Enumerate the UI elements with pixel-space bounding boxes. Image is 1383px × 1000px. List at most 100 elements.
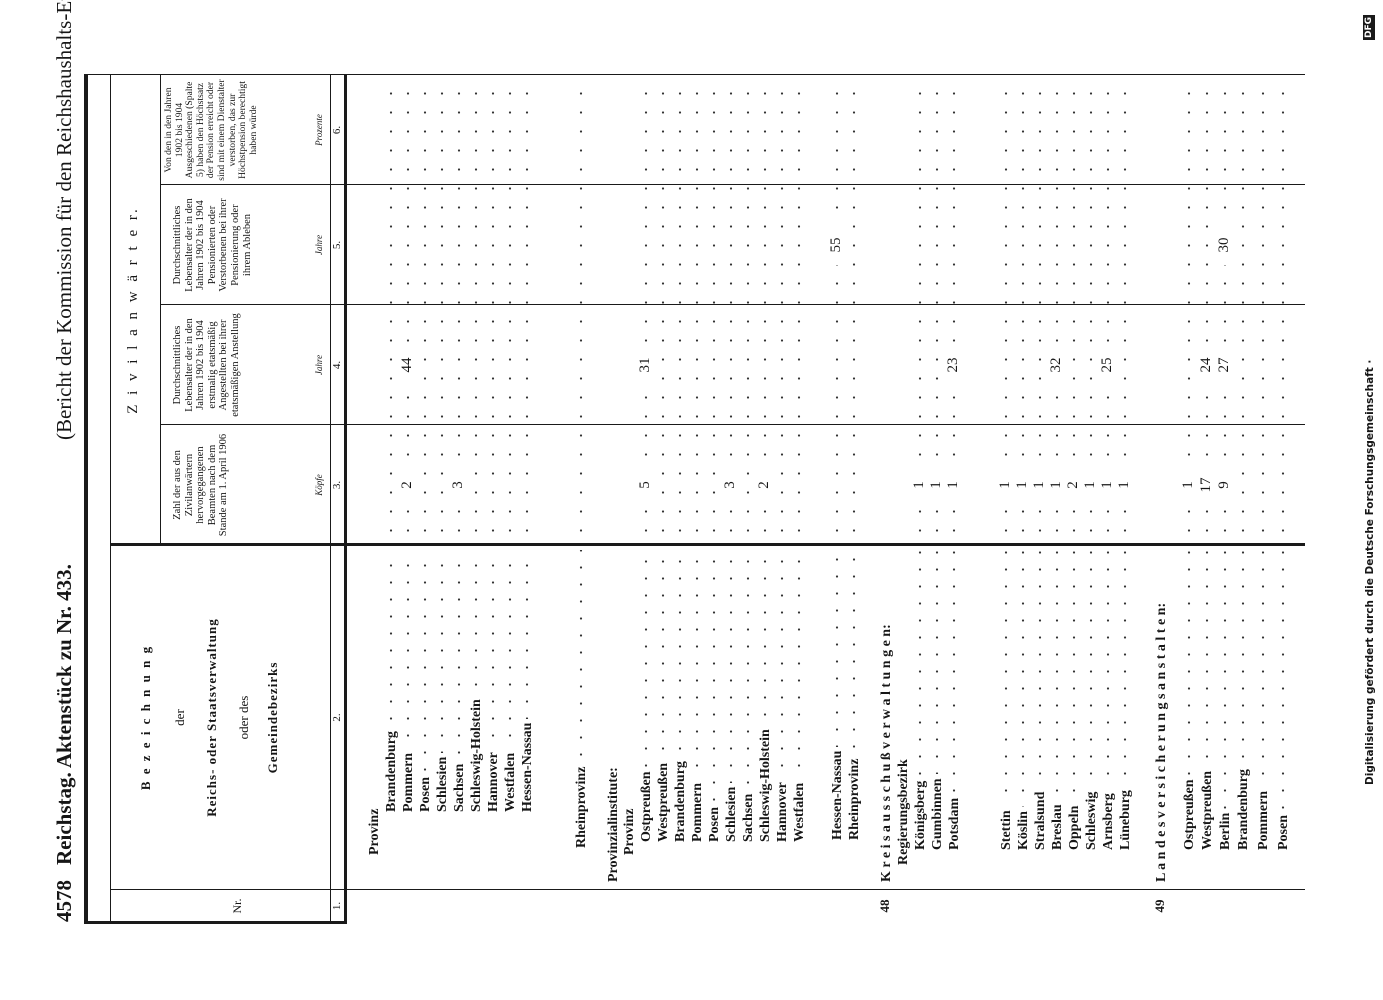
label: Regierungsbezirk	[896, 755, 911, 865]
dot-leader	[572, 80, 588, 540]
row-label: Hessen-Nassau	[518, 550, 535, 812]
dot-leader	[773, 80, 789, 540]
label: Gumbinnen	[930, 774, 945, 850]
logo: DFG	[1363, 14, 1375, 40]
dot-leader	[433, 80, 449, 540]
title: Reichstag. Aktenstück zu Nr. 433.	[52, 564, 76, 865]
label: Arnsberg	[1101, 789, 1116, 850]
dot-leader	[1234, 80, 1250, 540]
cell-value: 1	[1031, 465, 1047, 505]
row-label: L a n d e s v e r s i c h e r u n g s a …	[1152, 550, 1169, 882]
dot-leader	[501, 80, 517, 540]
cell-value: 32	[1048, 345, 1064, 385]
row-number: 48	[877, 899, 892, 913]
header-designation: oder des	[236, 695, 251, 740]
cell-value: 1	[1180, 465, 1196, 505]
label: Posen	[418, 773, 433, 812]
column-number: 1.	[331, 901, 343, 911]
cell-value: 1	[928, 465, 944, 505]
dot-leader	[467, 80, 483, 540]
cell-value: 55	[828, 225, 844, 265]
row-label: Arnsberg	[1099, 550, 1116, 850]
column-number: 4.	[331, 360, 343, 370]
cell-value: 2	[1065, 465, 1081, 505]
cell-value: 30	[1216, 225, 1232, 265]
dot-leader	[705, 80, 721, 540]
label: Hannover	[486, 748, 501, 812]
unit: Köpfe	[314, 474, 324, 496]
header-designation: der	[172, 709, 187, 726]
rule	[84, 921, 344, 924]
header-designation: B e z e i c h n u n g	[138, 644, 153, 791]
row-label: Hessen-Nassau	[828, 550, 845, 840]
row-label: Rheinprovinz	[572, 550, 589, 848]
row-label: Sachsen	[739, 550, 756, 842]
header-entry-age: Durchschnittliches Lebensalter der in de…	[172, 313, 241, 417]
rule	[84, 74, 88, 924]
row-label: Berlin	[1216, 550, 1233, 850]
label: Westfalen	[792, 778, 807, 842]
row-label: Regierungsbezirk	[894, 550, 911, 865]
column-number: 5.	[331, 240, 343, 250]
subtitle: (Bericht der Kommission für den Reichsha…	[52, 0, 76, 440]
row-label: Brandenburg	[671, 550, 688, 842]
dot-leader	[484, 80, 500, 540]
label: Hessen-Nassau	[830, 746, 845, 840]
row-label: Gumbinnen	[928, 550, 945, 850]
cell-value: 2	[756, 465, 772, 505]
cell-value: 1	[1082, 465, 1098, 505]
label: Lüneburg	[1118, 786, 1133, 850]
cell-value: 1	[997, 465, 1013, 505]
cell-value: 2	[399, 465, 415, 505]
label: Westpreußen	[656, 758, 671, 842]
row-label: Westfalen	[501, 550, 518, 812]
label: Breslau	[1050, 800, 1065, 850]
label: Ostpreußen	[1182, 775, 1197, 850]
row-label: Posen	[416, 550, 433, 812]
column-number: 6.	[331, 125, 343, 135]
row-label: Oppeln	[1065, 550, 1082, 850]
rule	[344, 74, 347, 924]
cell-value: 1	[1014, 465, 1030, 505]
label: Rheinprovinz	[847, 754, 862, 840]
header-group: Z i v i l a n w ä r t e r.	[125, 206, 141, 414]
cell-value: 25	[1099, 345, 1115, 385]
row-label: Potsdam	[945, 550, 962, 850]
row-label: Brandenburg	[1234, 550, 1251, 850]
unit: Jahre	[314, 234, 324, 256]
row-label: Posen	[1274, 550, 1291, 850]
label: Hannover	[775, 778, 790, 842]
cell-value: 44	[399, 345, 415, 385]
header-nr: Nr.	[230, 898, 244, 914]
label: Schleswig-Holstein	[758, 725, 773, 842]
label: Brandenburg	[384, 727, 399, 812]
header-count: Zahl der aus den Zivilanwärtern hervorge…	[172, 433, 230, 537]
row-label: Rheinprovinz	[845, 550, 862, 840]
row-label: Pommern	[688, 550, 705, 842]
dot-leader	[828, 80, 844, 540]
row-label: Hannover	[773, 550, 790, 842]
label: Brandenburg	[673, 757, 688, 842]
header-designation: Reichs- oder Staatsverwaltung	[204, 618, 219, 817]
label: Posen	[1276, 811, 1291, 850]
label: Westfalen	[503, 748, 518, 812]
column-number: 2.	[331, 713, 343, 722]
row-label: Westfalen	[790, 550, 807, 842]
cell-value: 17	[1198, 465, 1214, 505]
unit: Prozente	[314, 114, 324, 146]
row-label: Posen	[705, 550, 722, 842]
row-number: 49	[1152, 899, 1167, 913]
cell-value: 27	[1216, 345, 1232, 385]
label: Schlesien	[435, 752, 450, 812]
row-label: K r e i s a u s s c h u ß v e r w a l t …	[877, 550, 894, 882]
label: Schleswig	[1084, 787, 1099, 850]
row-label: Lüneburg	[1116, 550, 1133, 850]
rule	[160, 75, 161, 545]
page-number: 4578	[52, 880, 76, 922]
cell-value: 9	[1216, 465, 1232, 505]
label: Sachsen	[452, 759, 467, 812]
cell-value: 1	[911, 465, 927, 505]
row-label: Breslau	[1048, 550, 1065, 850]
